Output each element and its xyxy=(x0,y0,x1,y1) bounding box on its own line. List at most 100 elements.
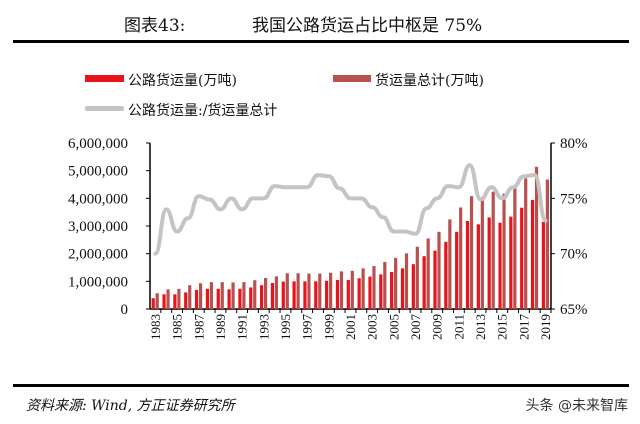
bar-total-2019 xyxy=(545,179,549,309)
left-tick-label: 3,000,000 xyxy=(68,219,128,235)
bar-total-2005 xyxy=(394,257,398,309)
x-tick-label: 1993 xyxy=(256,314,271,340)
bar-highway-2009 xyxy=(433,250,437,309)
bar-highway-2007 xyxy=(411,264,415,309)
bar-highway-1991 xyxy=(238,288,242,309)
bar-total-2008 xyxy=(426,238,430,309)
bar-highway-2018 xyxy=(530,199,535,309)
legend-label-highway: 公路货运量(万吨) xyxy=(128,72,237,89)
bar-highway-1985 xyxy=(173,294,177,309)
bar-total-2016 xyxy=(513,186,517,309)
bar-highway-1992 xyxy=(249,287,253,309)
x-tick-label: 1989 xyxy=(213,314,228,340)
bar-total-2004 xyxy=(383,261,387,309)
page-title: 我国公路货运占比中枢是 75% xyxy=(252,16,482,36)
right-tick-label: 75% xyxy=(560,191,588,207)
figure-number: 图表43: xyxy=(124,16,185,36)
bar-total-2012 xyxy=(469,196,474,309)
bar-highway-2001 xyxy=(346,279,350,309)
x-tick-label: 2003 xyxy=(365,314,380,340)
right-tick-label: 80% xyxy=(560,136,588,152)
bar-highway-1995 xyxy=(281,281,285,309)
bar-total-1986 xyxy=(188,285,192,309)
bar-total-1994 xyxy=(274,276,279,309)
bar-total-1985 xyxy=(177,288,181,309)
bar-total-1995 xyxy=(285,273,289,309)
bar-highway-1989 xyxy=(216,288,220,309)
bar-highway-2014 xyxy=(487,217,491,309)
bar-highway-1990 xyxy=(227,289,231,309)
left-tick-label: 0 xyxy=(121,302,129,318)
bar-total-2013 xyxy=(480,198,484,309)
footer-rule xyxy=(13,384,629,387)
x-tick-label: 2005 xyxy=(386,314,401,340)
bar-highway-2013 xyxy=(476,224,480,309)
x-tick-label: 1999 xyxy=(321,314,336,340)
bar-highway-2006 xyxy=(400,268,405,309)
x-tick-label: 1987 xyxy=(191,314,206,341)
x-tick-label: 2013 xyxy=(473,314,488,340)
bar-total-2002 xyxy=(361,268,365,309)
x-tick-label: 2007 xyxy=(408,314,423,341)
bar-total-1996 xyxy=(296,273,300,309)
x-tick-label: 2001 xyxy=(343,314,358,340)
bar-total-2006 xyxy=(404,253,409,309)
bar-highway-1994 xyxy=(270,282,275,309)
bar-highway-1999 xyxy=(325,280,329,309)
legend-label-ratio: 公路货运量:/货运量总计 xyxy=(128,102,277,119)
bar-total-2014 xyxy=(491,191,495,309)
bar-total-1990 xyxy=(231,282,235,309)
bar-highway-2011 xyxy=(455,231,459,309)
bar-highway-2002 xyxy=(357,278,361,309)
x-tick-label: 2011 xyxy=(451,314,466,340)
bar-highway-2010 xyxy=(444,241,448,309)
bar-highway-1983 xyxy=(151,298,155,309)
right-tick-label: 65% xyxy=(560,302,588,318)
x-tick-label: 2015 xyxy=(495,314,510,340)
bar-total-2010 xyxy=(448,219,452,309)
plot-area: 0 1,000,000 2,000,000 3,000,000 4,000,000 5,0… xyxy=(68,136,588,340)
bar-total-1992 xyxy=(253,280,257,309)
bar-highway-2017 xyxy=(520,207,524,309)
left-tick-label: 4,000,000 xyxy=(68,191,128,207)
bar-total-1998 xyxy=(318,273,322,309)
bar-highway-2008 xyxy=(422,256,426,309)
bar-highway-1993 xyxy=(259,285,264,309)
bar-total-1987 xyxy=(198,283,203,309)
bar-highway-2005 xyxy=(390,271,394,309)
x-tick-label: 2019 xyxy=(538,314,553,340)
bar-highway-2000 xyxy=(335,279,340,309)
bar-highway-2004 xyxy=(379,274,383,309)
x-tick-label: 2017 xyxy=(516,314,531,341)
left-tick-label: 2,000,000 xyxy=(68,247,128,263)
legend-label-total: 货运量总计(万吨) xyxy=(375,72,484,89)
bar-total-2007 xyxy=(415,246,419,309)
bar-highway-1997 xyxy=(303,281,307,309)
legend-swatch-total xyxy=(333,75,371,82)
bar-total-1989 xyxy=(220,282,224,309)
bar-highway-2019 xyxy=(541,221,545,309)
bar-total-2011 xyxy=(459,207,463,309)
bar-highway-2003 xyxy=(368,276,372,309)
bar-highway-1996 xyxy=(292,281,296,309)
left-tick-label: 6,000,000 xyxy=(68,136,128,152)
bar-total-1983 xyxy=(155,293,159,309)
bar-highway-1986 xyxy=(184,292,188,309)
header-rule xyxy=(13,40,629,43)
legend: 公路货运量(万吨) 货运量总计(万吨) 公路货运量:/货运量总计 xyxy=(85,72,484,119)
bar-total-2018 xyxy=(534,166,539,309)
source-note: 资料来源: Wind, 方正证券研究所 xyxy=(26,398,237,414)
x-tick-label: 1985 xyxy=(170,314,185,340)
bar-highway-2012 xyxy=(465,221,470,309)
bar-total-1991 xyxy=(242,282,246,309)
x-tick-label: 1995 xyxy=(278,314,293,340)
bar-total-1984 xyxy=(166,289,170,309)
legend-swatch-highway xyxy=(85,75,124,82)
bar-highway-2016 xyxy=(509,216,513,309)
x-tick-label: 2009 xyxy=(430,314,445,340)
bar-total-2000 xyxy=(339,271,344,309)
bar-highway-1984 xyxy=(162,294,166,309)
bar-highway-2015 xyxy=(498,222,502,309)
bar-total-2015 xyxy=(502,193,506,309)
